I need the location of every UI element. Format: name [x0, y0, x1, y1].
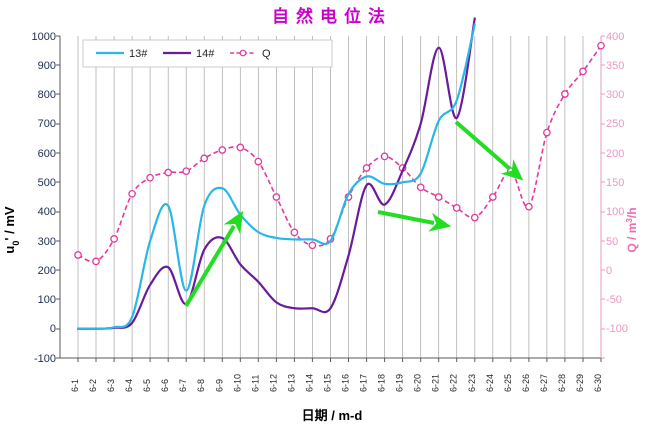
svg-text:-100: -100 — [606, 323, 628, 335]
svg-text:800: 800 — [38, 89, 56, 101]
svg-text:6-11: 6-11 — [250, 375, 260, 392]
svg-text:500: 500 — [38, 177, 56, 189]
svg-text:400: 400 — [606, 31, 624, 43]
svg-text:200: 200 — [606, 148, 624, 160]
svg-text:0: 0 — [606, 265, 612, 277]
svg-text:350: 350 — [606, 60, 624, 72]
svg-text:6-5: 6-5 — [142, 379, 152, 392]
svg-text:250: 250 — [606, 118, 624, 130]
svg-text:13#: 13# — [129, 48, 148, 60]
svg-text:-100: -100 — [34, 353, 56, 365]
svg-text:6-14: 6-14 — [304, 374, 314, 392]
svg-text:6-25: 6-25 — [503, 374, 513, 392]
svg-text:0: 0 — [50, 323, 56, 335]
svg-text:6-1: 6-1 — [70, 379, 80, 392]
svg-text:6-4: 6-4 — [124, 379, 134, 392]
svg-text:-50: -50 — [606, 294, 622, 306]
svg-text:6-15: 6-15 — [323, 374, 333, 392]
svg-text:300: 300 — [606, 89, 624, 101]
svg-text:6-6: 6-6 — [160, 379, 170, 392]
svg-text:6-27: 6-27 — [539, 374, 549, 392]
svg-text:6-16: 6-16 — [341, 374, 351, 392]
svg-text:Q: Q — [262, 48, 271, 60]
svg-text:6-20: 6-20 — [413, 374, 423, 392]
svg-text:600: 600 — [38, 148, 56, 160]
svg-text:6-28: 6-28 — [557, 374, 567, 392]
svg-text:6-8: 6-8 — [196, 379, 206, 392]
svg-text:200: 200 — [38, 265, 56, 277]
svg-text:6-9: 6-9 — [214, 379, 224, 392]
svg-text:100: 100 — [38, 294, 56, 306]
svg-text:6-23: 6-23 — [467, 374, 477, 392]
svg-text:300: 300 — [38, 236, 56, 248]
svg-text:900: 900 — [38, 60, 56, 72]
svg-text:6-13: 6-13 — [286, 374, 296, 392]
svg-text:6-10: 6-10 — [232, 374, 242, 392]
svg-text:6-17: 6-17 — [359, 374, 369, 392]
svg-text:6-2: 6-2 — [88, 379, 98, 392]
svg-text:400: 400 — [38, 206, 56, 218]
svg-text:6-7: 6-7 — [178, 379, 188, 392]
svg-text:6-21: 6-21 — [431, 374, 441, 392]
svg-text:150: 150 — [606, 177, 624, 189]
svg-text:14#: 14# — [196, 48, 215, 60]
svg-text:6-22: 6-22 — [449, 374, 459, 392]
svg-text:6-12: 6-12 — [268, 374, 278, 392]
svg-text:6-24: 6-24 — [485, 374, 495, 392]
svg-text:6-18: 6-18 — [377, 374, 387, 392]
svg-text:50: 50 — [606, 236, 618, 248]
svg-text:日期 / m-d: 日期 / m-d — [302, 408, 363, 423]
svg-text:Q / m3/h: Q / m3/h — [625, 207, 639, 252]
svg-text:6-3: 6-3 — [106, 379, 116, 392]
svg-text:1000: 1000 — [32, 31, 56, 43]
svg-text:100: 100 — [606, 206, 624, 218]
svg-text:6-26: 6-26 — [521, 374, 531, 392]
svg-text:6-19: 6-19 — [395, 374, 405, 392]
svg-text:6-29: 6-29 — [575, 374, 585, 392]
svg-text:6-30: 6-30 — [593, 374, 603, 392]
svg-text:700: 700 — [38, 118, 56, 130]
